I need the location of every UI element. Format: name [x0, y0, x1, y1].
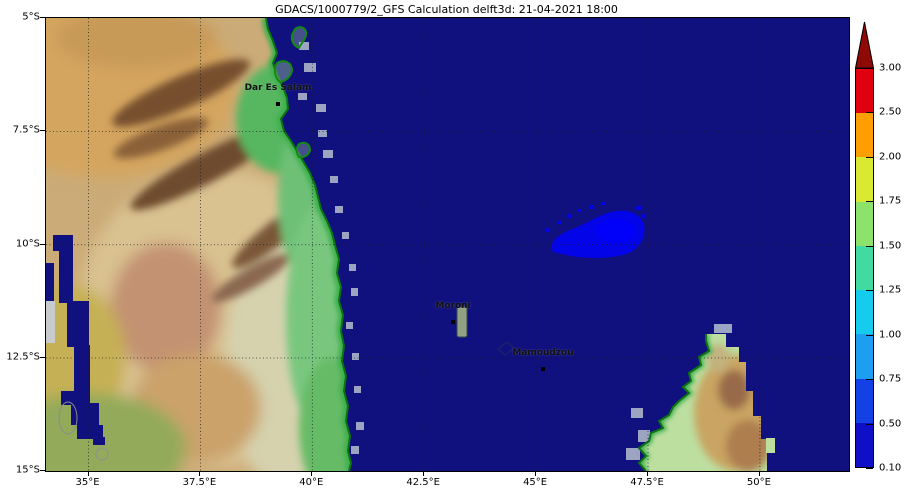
colorbar-tick-mark	[866, 68, 873, 69]
colorbar-arrow-polygon	[854, 21, 875, 69]
lake-malawi	[46, 235, 109, 461]
colorbar-segment	[856, 334, 873, 379]
y-axis-tick-mark	[40, 17, 45, 18]
city-marker-dot	[276, 102, 280, 106]
colorbar-tick-label: 0.10	[879, 462, 902, 474]
y-axis-tick-mark	[40, 470, 45, 471]
x-axis-tick-label: 45°E	[523, 477, 548, 488]
wave-height-patch	[546, 202, 646, 258]
colorbar-tick-mark	[866, 468, 873, 469]
y-axis-tick-label: 5°S	[22, 11, 40, 23]
colorbar-tick-label: 1.75	[879, 195, 902, 207]
x-axis-tick-mark	[535, 471, 537, 476]
colorbar-segment	[856, 422, 873, 467]
city-label: Moroni	[435, 301, 471, 311]
x-axis-tick-label: 37.5°E	[182, 477, 217, 488]
colorbar-overflow-arrow	[854, 21, 875, 69]
x-axis-tick-label: 50°E	[746, 477, 771, 488]
y-axis-tick-label: 10°S	[15, 238, 40, 249]
colorbar-tick-mark	[866, 245, 873, 247]
colorbar-tick-mark	[866, 290, 873, 292]
x-axis-tick-mark	[311, 471, 313, 476]
city-label: Mamoudzou	[512, 348, 574, 358]
map-canvas	[46, 18, 849, 471]
x-axis-tick-mark	[87, 471, 89, 476]
graticule-gridlines	[46, 18, 849, 471]
x-axis-tick-label: 35°E	[75, 477, 100, 488]
grande-comore-island	[456, 306, 468, 338]
colorbar-tick-label: 1.00	[879, 329, 902, 341]
colorbar-tick-mark	[866, 334, 873, 336]
figure-title: GDACS/1000779/2_GFS Calculation delft3d:…	[275, 3, 618, 16]
africa-coastline	[265, 18, 353, 471]
colorbar-tick-label: 2.00	[879, 151, 902, 163]
colorbar	[855, 68, 874, 468]
x-axis-tick-label: 47.5°E	[630, 477, 664, 488]
colorbar-segment	[856, 290, 873, 335]
colorbar-segment	[856, 69, 873, 114]
colorbar-tick-label: 0.75	[879, 373, 902, 385]
colorbar-segment	[856, 201, 873, 246]
city-marker-dot	[451, 320, 455, 324]
y-axis-tick-mark	[40, 243, 45, 245]
colorbar-tick-mark	[866, 423, 873, 425]
colorbar-tick-label: 1.25	[879, 284, 902, 296]
zanzibar-island	[273, 60, 294, 84]
colorbar-segment	[856, 113, 873, 158]
colorbar-tick-label: 1.50	[879, 240, 902, 252]
colorbar-tick-label: 0.50	[879, 418, 902, 430]
colorbar-tick-mark	[866, 379, 873, 381]
pemba-island	[290, 26, 308, 50]
colorbar-tick-label: 3.00	[879, 62, 902, 74]
city-label: Dar Es Salam	[244, 83, 312, 93]
colorbar-segment	[856, 378, 873, 423]
y-axis-tick-mark	[40, 356, 45, 358]
x-axis-tick-mark	[199, 471, 201, 476]
x-axis-tick-mark	[758, 471, 760, 476]
y-axis-tick-label: 12.5°S	[6, 351, 40, 363]
colorbar-tick-mark	[866, 112, 873, 114]
x-axis-tick-mark	[647, 471, 648, 476]
y-axis-tick-label: 15°S	[15, 464, 40, 476]
colorbar-segment	[856, 245, 873, 291]
x-axis-tick-label: 40°E	[299, 477, 324, 488]
colorbar-segment	[856, 157, 873, 202]
x-axis-tick-mark	[423, 471, 425, 476]
x-axis-tick-label: 42.5°E	[406, 477, 440, 488]
city-marker-dot	[541, 367, 545, 371]
mafia-island	[295, 141, 312, 159]
colorbar-tick-mark	[866, 201, 873, 203]
madagascar-west-coastline	[637, 334, 711, 471]
map-plot-area	[45, 17, 850, 472]
colorbar-tick-label: 2.50	[879, 106, 902, 118]
y-axis-tick-mark	[40, 130, 45, 132]
anjouan-outline	[497, 341, 515, 356]
y-axis-tick-label: 7.5°S	[12, 124, 40, 136]
colorbar-tick-mark	[866, 156, 873, 158]
